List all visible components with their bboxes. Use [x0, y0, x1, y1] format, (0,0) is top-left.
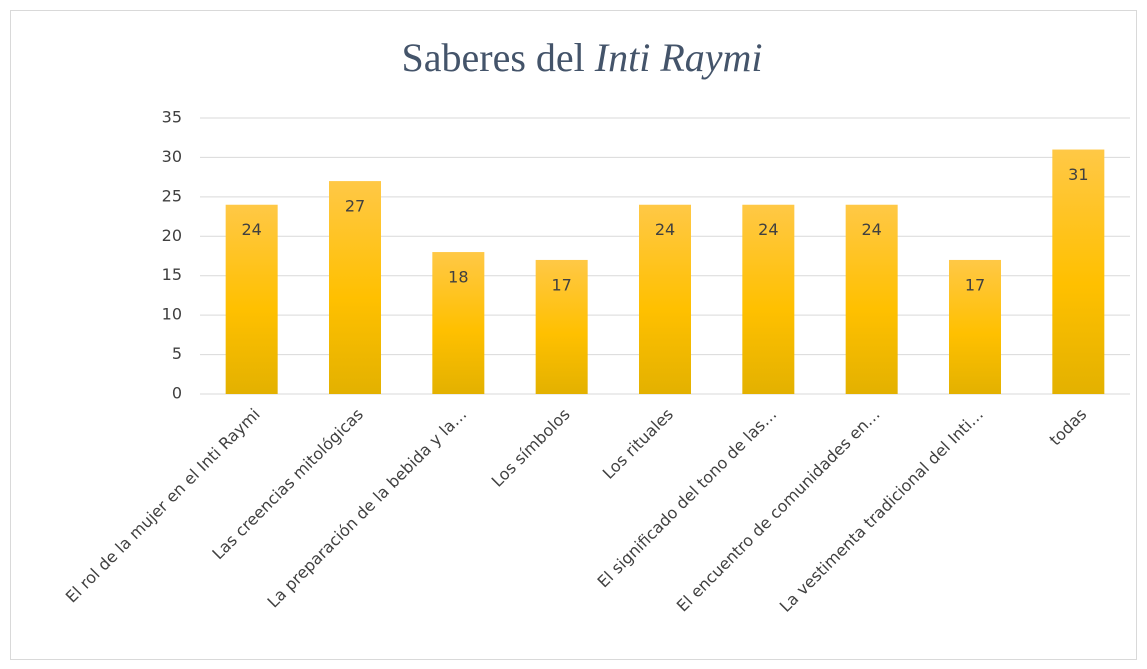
data-label: 31	[1068, 165, 1088, 184]
data-label: 18	[448, 268, 468, 287]
title-text: Saberes del	[402, 35, 585, 80]
y-tick-label: 0	[172, 384, 182, 403]
bar	[225, 204, 278, 394]
y-tick-label: 5	[172, 344, 182, 363]
bar	[742, 204, 795, 394]
bar	[535, 259, 588, 394]
chart-title: Saberes del Inti Raymi	[402, 35, 763, 80]
data-label: 24	[861, 220, 881, 239]
y-tick-label: 25	[162, 186, 182, 205]
data-label: 27	[345, 197, 365, 216]
bar	[949, 259, 1001, 394]
bar	[432, 252, 485, 394]
bar	[845, 204, 898, 394]
data-label: 17	[551, 275, 571, 294]
y-tick-label: 30	[162, 147, 182, 166]
y-tick-label: 20	[162, 226, 182, 245]
bar	[1052, 149, 1105, 394]
y-tick-label: 35	[162, 108, 182, 127]
data-label: 24	[655, 220, 675, 239]
y-tick-label: 10	[162, 305, 182, 324]
y-tick-label: 15	[162, 265, 182, 284]
title-italic: Inti Raymi	[594, 35, 763, 80]
data-label: 17	[965, 275, 985, 294]
bar	[329, 181, 381, 394]
bar	[639, 204, 691, 394]
data-label: 24	[758, 220, 778, 239]
data-label: 24	[241, 220, 261, 239]
